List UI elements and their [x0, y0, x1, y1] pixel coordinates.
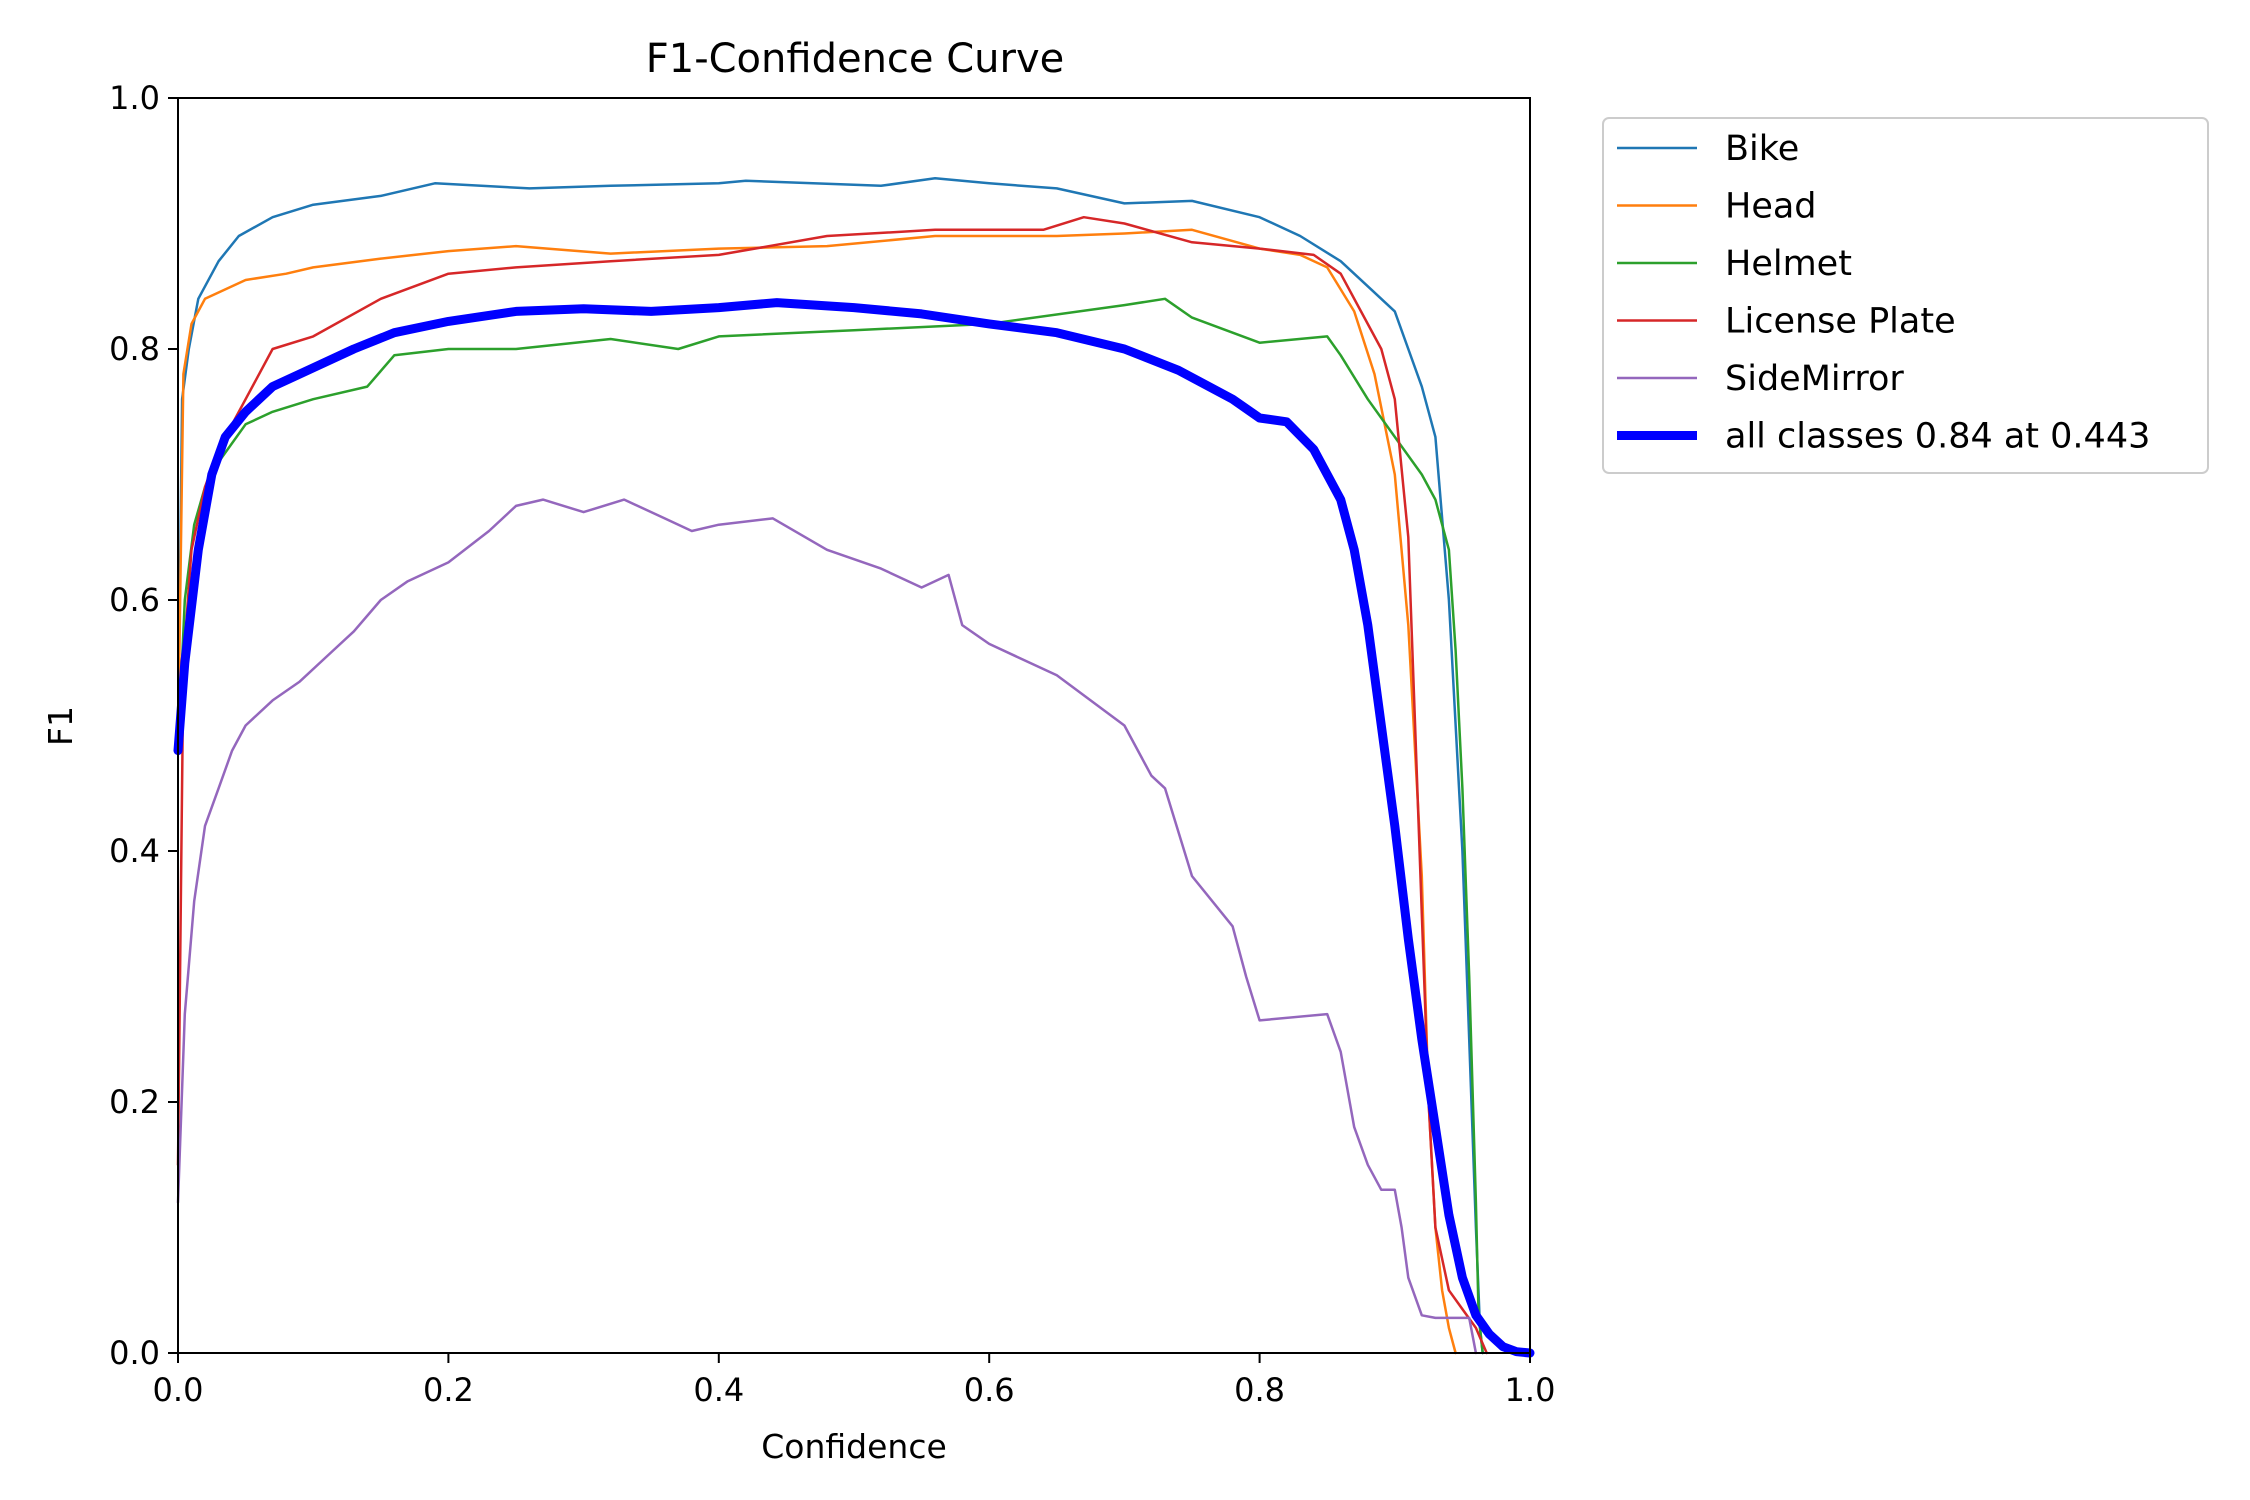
- chart-title: F1-Confidence Curve: [646, 36, 1065, 82]
- series-line-helmet: [176, 297, 1484, 1355]
- x-tick-label: 0.2: [423, 1371, 474, 1409]
- x-tick-label: 0.6: [964, 1371, 1015, 1409]
- x-tick-label: 0.4: [693, 1371, 744, 1409]
- y-axis-ticks: 0.0 0.2 0.4 0.6 0.8 1.0: [109, 79, 178, 1372]
- y-tick-label: 1.0: [109, 79, 160, 117]
- series-line-bike: [176, 177, 1484, 1355]
- x-tick-label: 1.0: [1505, 1371, 1556, 1409]
- y-axis-label: F1: [41, 706, 80, 746]
- y-tick-label: 0.6: [109, 581, 160, 619]
- x-axis-ticks: 0.0 0.2 0.4 0.6 0.8 1.0: [153, 1353, 1556, 1409]
- legend-label: License Plate: [1725, 302, 1956, 342]
- series-line-sidemirror: [176, 498, 1478, 1355]
- legend: Bike Head Helmet License Plate SideMirror all…: [1602, 117, 2209, 474]
- x-axis-label: Confidence: [761, 1427, 947, 1466]
- plot-frame: [177, 97, 1531, 1354]
- x-tick-label: 0.8: [1234, 1371, 1285, 1409]
- series-line-license-plate: [176, 215, 1488, 1355]
- series-line-all-classes-0-84-at-0-443: [173, 298, 1535, 1358]
- y-tick-label: 0.8: [109, 330, 160, 368]
- legend-label: Head: [1725, 187, 1817, 227]
- plot-area: [173, 177, 1535, 1358]
- y-tick-label: 0.4: [109, 832, 160, 870]
- legend-label: all classes 0.84 at 0.443: [1725, 417, 2150, 457]
- legend-label: Bike: [1725, 129, 1799, 169]
- y-tick-label: 0.2: [109, 1083, 160, 1121]
- legend-label: SideMirror: [1725, 359, 1904, 399]
- legend-label: Helmet: [1725, 244, 1852, 284]
- legend-box: [1602, 117, 2209, 474]
- y-tick-label: 0.0: [109, 1334, 160, 1372]
- x-tick-label: 0.0: [153, 1371, 204, 1409]
